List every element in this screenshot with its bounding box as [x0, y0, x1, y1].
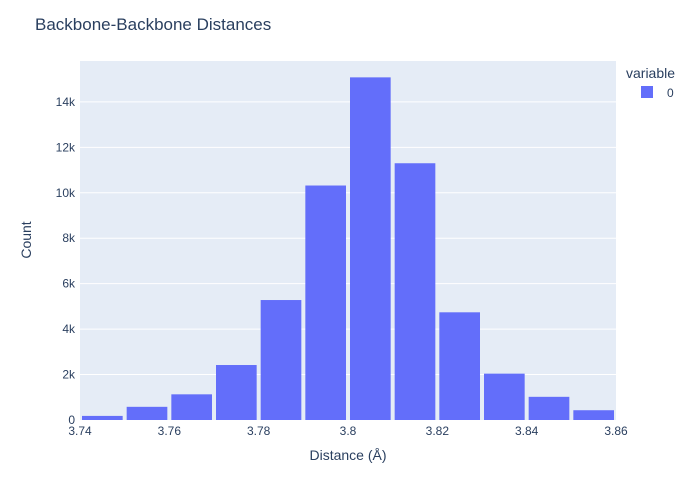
histogram-bar[interactable] — [126, 406, 168, 420]
histogram-bar[interactable] — [528, 396, 570, 420]
y-tick-label: 6k — [62, 277, 76, 291]
histogram-bar[interactable] — [216, 365, 257, 420]
x-tick-label: 3.78 — [247, 424, 271, 438]
y-tick-label: 4k — [62, 322, 76, 336]
bars — [82, 77, 614, 421]
y-tick-label: 0 — [68, 413, 75, 427]
histogram-bar[interactable] — [350, 77, 391, 420]
gridlines — [80, 101, 616, 376]
y-tick-label: 14k — [56, 95, 76, 109]
histogram-bar[interactable] — [171, 394, 212, 420]
x-axis-ticks: 3.74 3.76 3.78 3.8 3.82 3.84 3.86 — [68, 424, 628, 438]
chart-title: Backbone-Backbone Distances — [35, 15, 271, 34]
y-tick-label: 10k — [56, 186, 76, 200]
x-tick-label: 3.74 — [68, 424, 92, 438]
histogram-bar[interactable] — [82, 415, 123, 420]
x-tick-label: 3.86 — [604, 424, 628, 438]
histogram-bar[interactable] — [573, 410, 614, 420]
legend-swatch — [641, 86, 653, 98]
x-tick-label: 3.82 — [426, 424, 450, 438]
histogram-bar[interactable] — [394, 163, 436, 421]
legend: variable 0 — [626, 65, 675, 100]
histogram-bar[interactable] — [439, 312, 480, 420]
plot-background — [80, 61, 616, 420]
y-tick-label: 8k — [62, 231, 76, 245]
histogram-bar[interactable] — [260, 300, 302, 420]
x-axis-title: Distance (Å) — [309, 447, 386, 463]
histogram-bar[interactable] — [305, 185, 346, 420]
histogram-bar[interactable] — [484, 373, 525, 420]
y-axis-title: Count — [18, 221, 34, 258]
y-tick-label: 2k — [62, 368, 76, 382]
x-tick-label: 3.84 — [515, 424, 539, 438]
legend-label: 0 — [667, 86, 674, 100]
y-axis-ticks: 0 2k 4k 6k 8k 10k 12k 14k — [56, 95, 76, 427]
legend-item-0[interactable]: 0 — [641, 86, 674, 100]
y-tick-label: 12k — [56, 140, 76, 154]
x-tick-label: 3.8 — [340, 424, 357, 438]
legend-title: variable — [626, 65, 675, 81]
x-tick-label: 3.76 — [158, 424, 182, 438]
